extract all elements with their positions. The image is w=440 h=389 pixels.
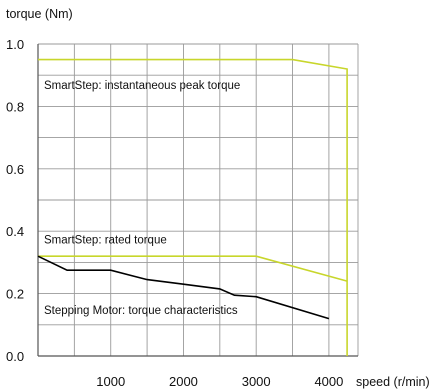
x-tick-label: 1000 (96, 374, 125, 389)
y-tick-label: 0.8 (6, 99, 24, 114)
y-tick-label: 0.2 (6, 287, 24, 302)
series-line-1 (38, 58, 348, 356)
annotation-3: Stepping Motor: torque characteristics (44, 305, 238, 317)
series-group (37, 58, 348, 356)
x-tick-label: 2000 (169, 374, 198, 389)
y-tick-label: 1.0 (6, 37, 24, 52)
x-tick-label: 4000 (314, 374, 343, 389)
x-tick-labels: 1000 2000 3000 4000 (96, 374, 343, 389)
x-tick-label: 3000 (242, 374, 271, 389)
annotations: SmartStep: instantaneous peak torque Smar… (44, 80, 240, 317)
grid (37, 43, 359, 357)
y-tick-label: 0.6 (6, 162, 24, 177)
x-axis-title: speed (r/min) (356, 375, 430, 389)
series-line-2 (38, 255, 348, 282)
y-tick-label: 0.0 (6, 349, 24, 364)
series-line-3 (37, 255, 330, 320)
annotation-1: SmartStep: instantaneous peak torque (44, 80, 240, 92)
annotation-2: SmartStep: rated torque (44, 235, 167, 247)
y-tick-labels: 0.0 0.2 0.4 0.6 0.8 1.0 (6, 37, 24, 364)
y-tick-label: 0.4 (6, 224, 24, 239)
y-axis-title: torque (Nm) (6, 7, 73, 21)
